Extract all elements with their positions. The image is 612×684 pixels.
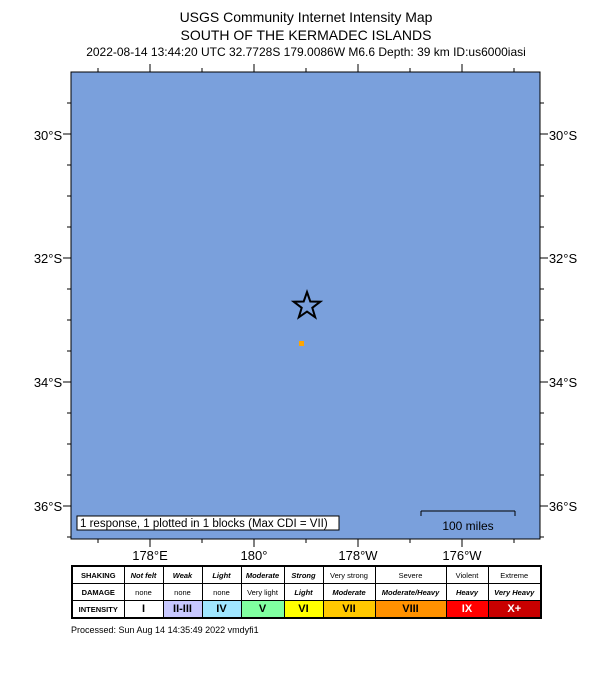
- legend-header: INTENSITY: [71, 600, 125, 619]
- intensity-cell: VI: [283, 600, 324, 619]
- lat-label-right: 32°S: [549, 251, 578, 266]
- lat-label-left: 36°S: [34, 499, 63, 514]
- region-name: SOUTH OF THE KERMADEC ISLANDS: [180, 27, 432, 43]
- intensity-cell: VII: [322, 600, 376, 619]
- lon-label: 180°: [241, 548, 268, 563]
- shaking-cell: Weak: [162, 565, 203, 584]
- intensity-cell: V: [240, 600, 285, 619]
- scale-label: 100 miles: [442, 519, 493, 533]
- shaking-cell: Extreme: [487, 565, 542, 584]
- legend-header: DAMAGE: [71, 583, 125, 601]
- intensity-cell: VIII: [374, 600, 447, 619]
- ocean-area: [70, 71, 541, 540]
- legend-row-damage: DAMAGE none none none Very light Light M…: [71, 583, 542, 601]
- damage-cell: Heavy: [445, 583, 489, 601]
- damage-cell: none: [123, 583, 164, 601]
- intensity-legend: SHAKING Not felt Weak Light Moderate Str…: [71, 565, 542, 619]
- response-block[interactable]: [299, 341, 304, 346]
- lat-label-right: 30°S: [549, 128, 578, 143]
- intensity-cell: II-III: [162, 600, 203, 619]
- lon-label: 178°E: [132, 548, 168, 563]
- shaking-cell: Strong: [283, 565, 324, 584]
- intensity-cell: IX: [445, 600, 489, 619]
- intensity-cell: X+: [487, 600, 542, 619]
- damage-cell: Very light: [240, 583, 285, 601]
- shaking-cell: Not felt: [123, 565, 164, 584]
- lat-label-right: 36°S: [549, 499, 578, 514]
- legend-row-shaking: SHAKING Not felt Weak Light Moderate Str…: [71, 565, 542, 584]
- lat-label-left: 30°S: [34, 128, 63, 143]
- damage-cell: none: [201, 583, 242, 601]
- damage-cell: Moderate/Heavy: [374, 583, 447, 601]
- shaking-cell: Severe: [374, 565, 447, 584]
- intensity-cell: I: [123, 600, 164, 619]
- shaking-cell: Light: [201, 565, 242, 584]
- shaking-cell: Violent: [445, 565, 489, 584]
- lat-label-right: 34°S: [549, 375, 578, 390]
- lon-label: 178°W: [338, 548, 378, 563]
- intensity-cell: IV: [201, 600, 242, 619]
- event-info: 2022-08-14 13:44:20 UTC 32.7728S 179.008…: [86, 45, 526, 59]
- scale-bar: 100 miles: [420, 510, 516, 533]
- shaking-cell: Very strong: [322, 565, 376, 584]
- legend-header: SHAKING: [71, 565, 125, 584]
- shaking-cell: Moderate: [240, 565, 285, 584]
- legend-row-intensity: INTENSITY I II-III IV V VI VII VIII IX X…: [71, 600, 542, 619]
- processed-timestamp: Processed: Sun Aug 14 14:35:49 2022 vmdy…: [71, 625, 259, 635]
- damage-cell: Very Heavy: [487, 583, 542, 601]
- lon-label: 176°W: [442, 548, 482, 563]
- response-note-box: [76, 515, 340, 531]
- damage-cell: Light: [283, 583, 324, 601]
- lat-label-left: 32°S: [34, 251, 63, 266]
- map-frame-ticks: [63, 64, 548, 547]
- damage-cell: none: [162, 583, 203, 601]
- epicenter-star-icon: [290, 288, 324, 320]
- response-note: 1 response, 1 plotted in 1 blocks (Max C…: [80, 518, 328, 530]
- map-title: USGS Community Internet Intensity Map: [179, 9, 433, 25]
- damage-cell: Moderate: [322, 583, 376, 601]
- lat-label-left: 34°S: [34, 375, 63, 390]
